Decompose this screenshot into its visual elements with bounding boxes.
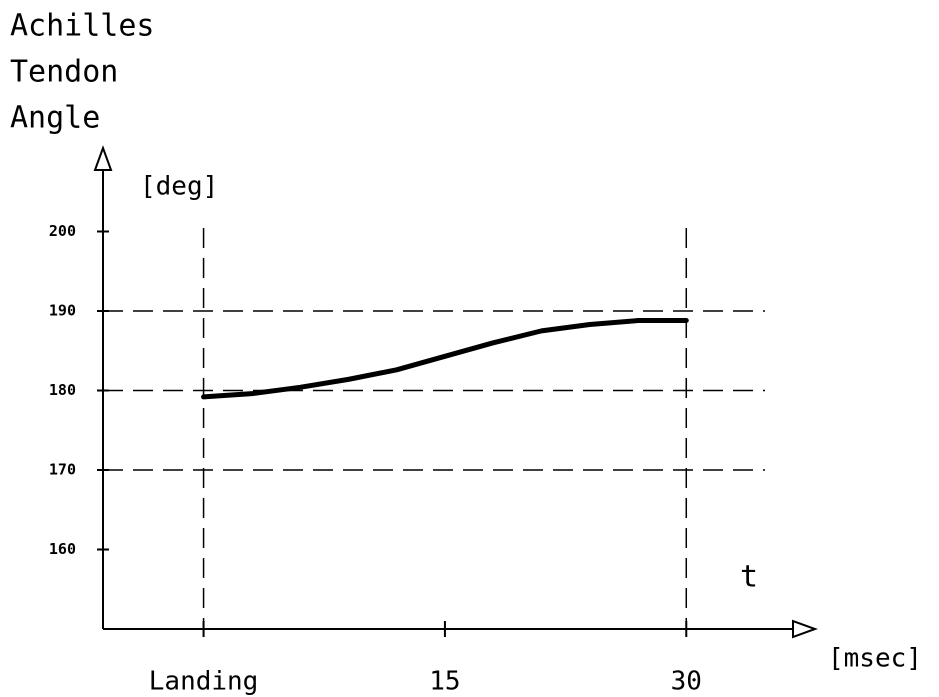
y-tick-label: 200 [49,222,76,240]
x-tick-label: Landing [149,667,259,697]
y-tick-label: 180 [49,381,76,399]
y-arrow [93,145,113,171]
x-tick-label: 30 [671,667,702,697]
title-line: Tendon [10,55,118,90]
data-line [201,318,689,400]
axes [93,145,818,639]
x-axis-label: [msec] [828,644,922,674]
y-tick-label: 190 [49,302,76,320]
x-tick-label: 15 [429,667,460,697]
title-line: Achilles [10,9,155,44]
x-annotation: t [740,560,758,595]
x-arrow [792,619,818,639]
title-line: Angle [10,101,100,136]
y-axis-label: [deg] [140,172,218,202]
y-tick-label: 160 [49,540,76,558]
y-tick-label: 170 [49,461,76,479]
